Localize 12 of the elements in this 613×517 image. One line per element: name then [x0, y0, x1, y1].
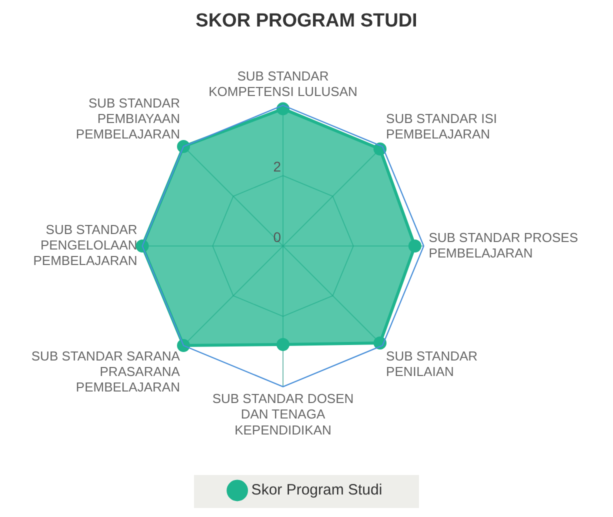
spoke-label: SUB STANDAR PENILAIAN — [386, 348, 478, 380]
spoke-label: SUB STANDAR DOSEN DAN TENAGA KEPENDIDIKAN — [212, 391, 354, 438]
spoke-label: SUB STANDAR PROSES PEMBELAJARAN — [428, 230, 578, 260]
legend-label: Skor Program Studi — [251, 482, 382, 499]
spoke-label: SUB STANDAR ISI PEMBELAJARAN — [386, 111, 498, 142]
spoke-label: SUB STANDAR PEMBIAYAAN PEMBELAJARAN — [76, 96, 180, 142]
chart-title: SKOR PROGRAM STUDI — [196, 10, 418, 32]
spoke-label: SUB STANDAR SARANA PRASARANA PEMBELAJARAN — [31, 348, 180, 395]
spoke-label: SUB STANDAR PENGELOLAAN PEMBELAJARAN — [33, 222, 138, 268]
y-tick-label: 2 — [273, 158, 282, 175]
spoke-label: SUB STANDAR KOMPETENSI LULUSAN — [208, 68, 358, 100]
y-tick-label: 0 — [273, 228, 282, 245]
